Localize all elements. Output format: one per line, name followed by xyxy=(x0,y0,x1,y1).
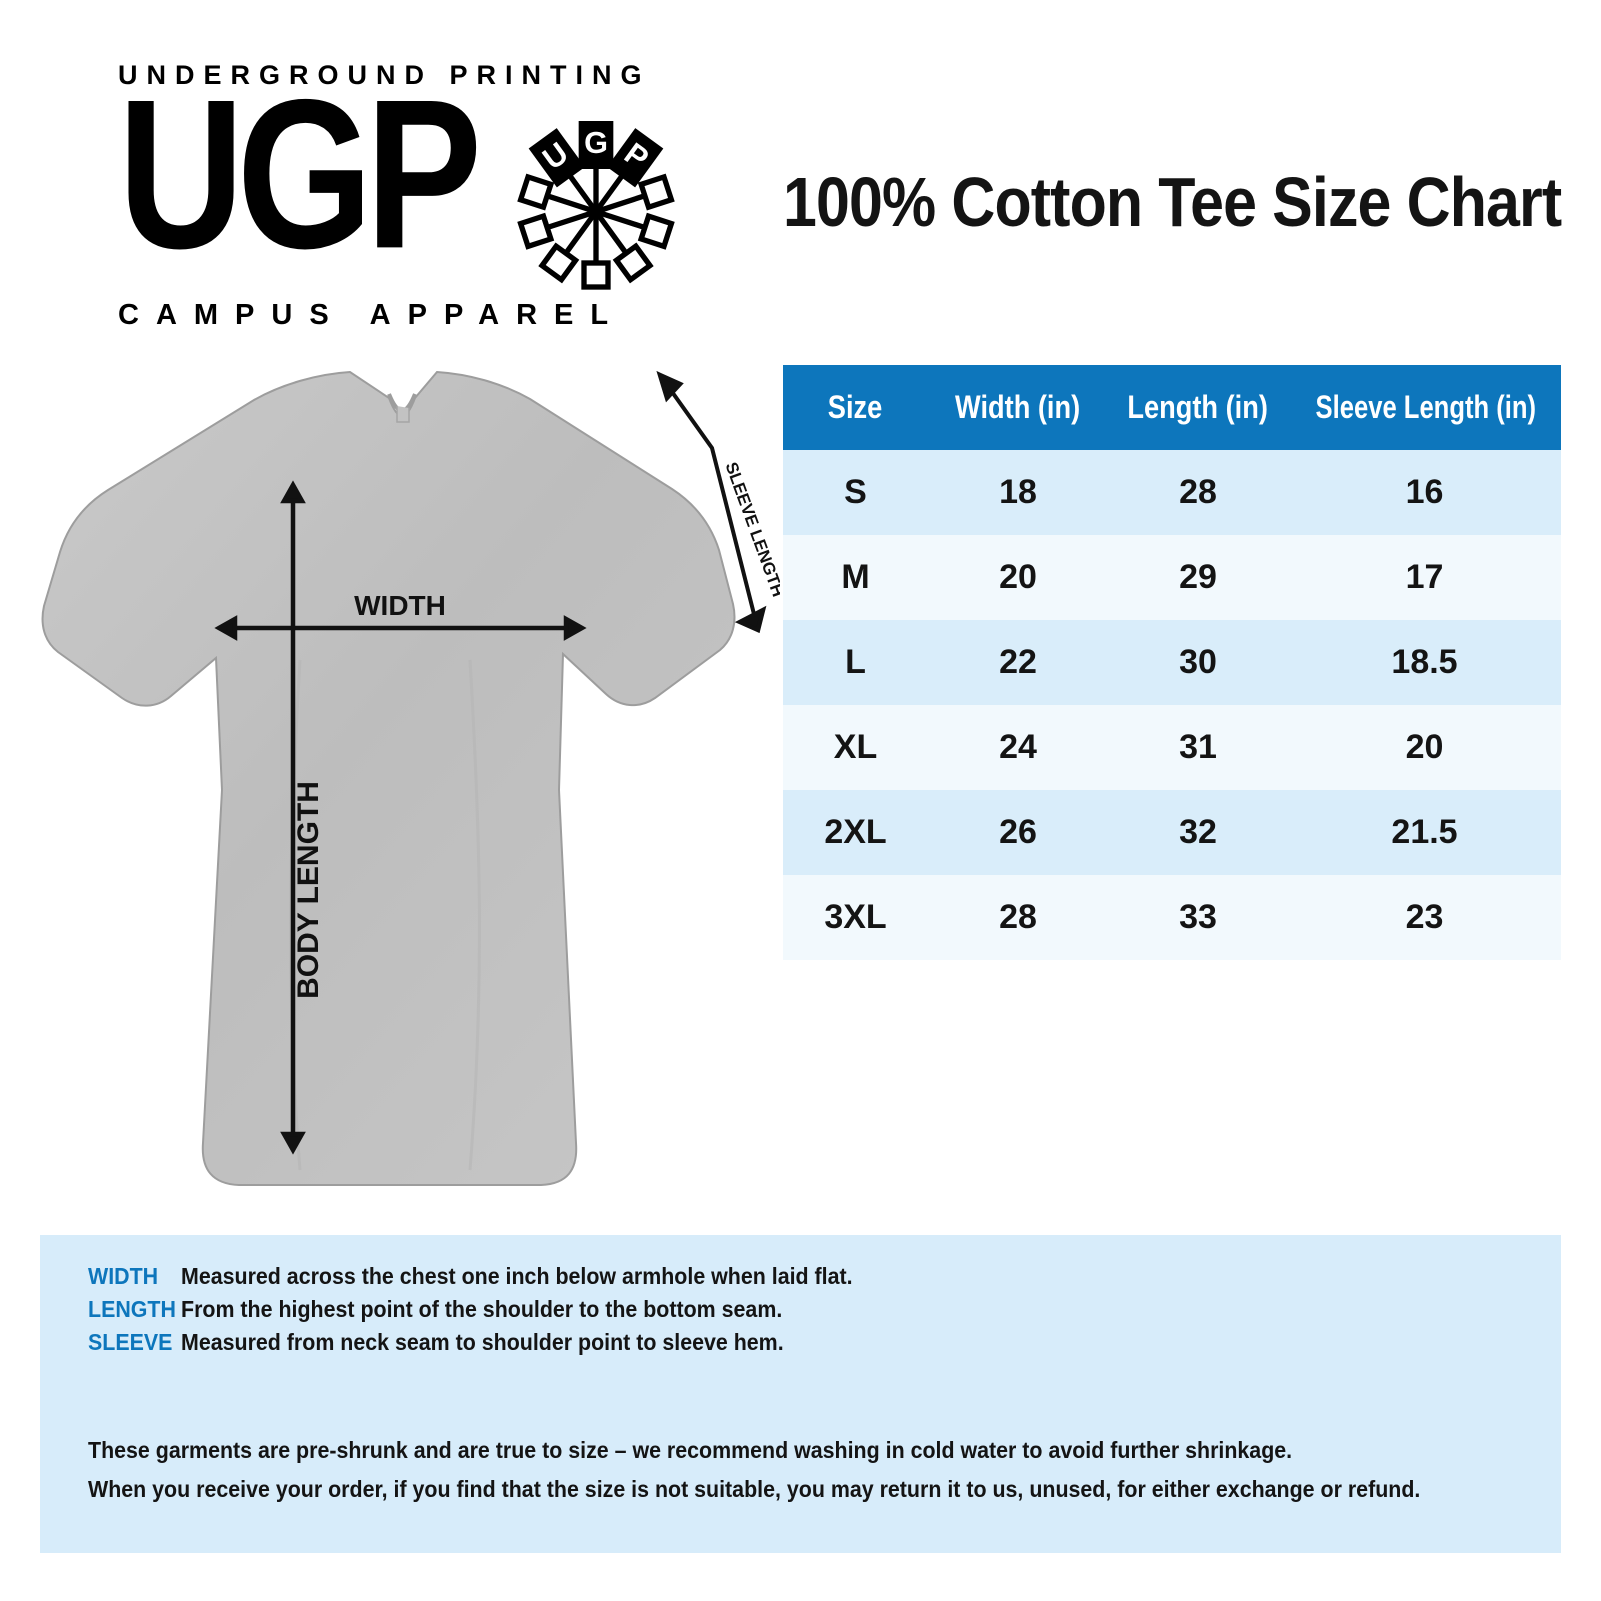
svg-text:BODY LENGTH: BODY LENGTH xyxy=(292,781,325,999)
svg-text:WIDTH: WIDTH xyxy=(354,590,446,621)
svg-text:SLEEVE LENGTH: SLEEVE LENGTH xyxy=(721,460,780,600)
svg-text:G: G xyxy=(584,126,608,160)
